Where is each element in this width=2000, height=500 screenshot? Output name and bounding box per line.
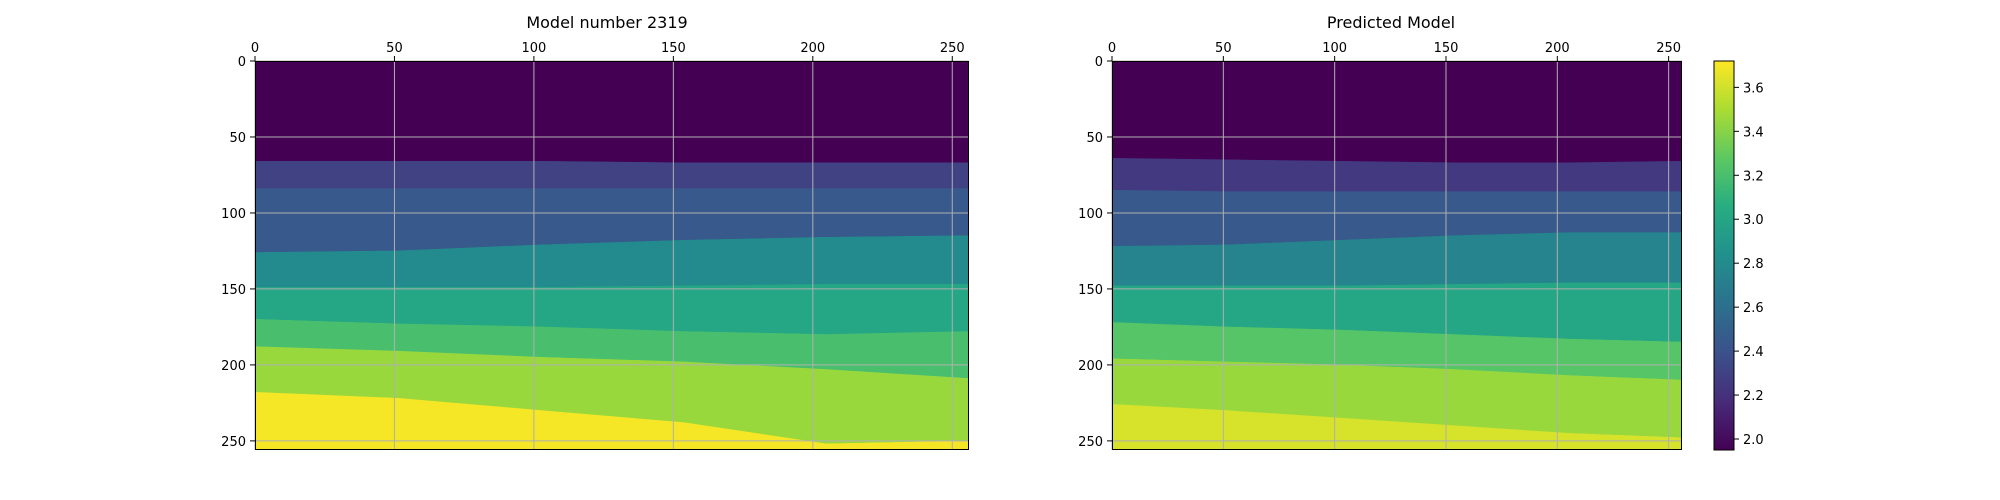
layer-0 [255, 61, 969, 164]
x-tick-label: 0 [1108, 41, 1116, 56]
left-panel-title: Model number 2319 [526, 13, 687, 32]
colorbar-ticks: 2.0 2.2 2.4 2.6 2.8 3.0 3.2 3.4 3.6 [1734, 81, 1764, 448]
y-tick-label: 200 [221, 359, 246, 374]
x-tick-label: 200 [800, 41, 825, 56]
y-tick-label: 150 [221, 283, 246, 298]
y-tick-label: 0 [238, 55, 246, 70]
x-tick-label: 150 [1434, 41, 1459, 56]
colorbar-tick-label: 3.6 [1743, 81, 1764, 96]
y-tick-label: 0 [1095, 55, 1103, 70]
y-tick-label: 50 [1086, 131, 1103, 146]
colorbar-tick-label: 2.4 [1743, 345, 1764, 360]
colorbar-tick-label: 3.0 [1743, 213, 1764, 228]
x-tick-label: 250 [940, 41, 965, 56]
x-tick-label: 100 [1322, 41, 1347, 56]
x-tick-label: 250 [1656, 41, 1681, 56]
colorbar-tick-label: 2.6 [1743, 301, 1764, 316]
right-panel-title: Predicted Model [1327, 13, 1455, 32]
layer-7 [1112, 404, 1682, 450]
colorbar-tick-label: 2.2 [1743, 389, 1764, 404]
right-heatmap [1112, 61, 1682, 450]
x-tick-label: 100 [521, 41, 546, 56]
colorbar-tick-label: 3.4 [1743, 125, 1764, 140]
x-tick-label: 50 [1215, 41, 1232, 56]
x-tick-label: 150 [661, 41, 686, 56]
x-tick-label: 50 [386, 41, 403, 56]
y-tick-label: 50 [229, 131, 246, 146]
layer-7 [255, 391, 969, 450]
colorbar-gradient [1713, 60, 1735, 451]
layer-0 [1112, 61, 1682, 164]
y-tick-label: 100 [1078, 207, 1103, 222]
y-tick-label: 250 [221, 435, 246, 450]
x-tick-label: 200 [1545, 41, 1570, 56]
layer-1 [255, 161, 969, 189]
left-axes-frame [255, 61, 969, 450]
right-axes-frame [1112, 61, 1682, 450]
y-tick-label: 250 [1078, 435, 1103, 450]
colorbar: 2.0 2.2 2.4 2.6 2.8 3.0 3.2 3.4 3.6 [1713, 60, 1764, 451]
colorbar-tick-label: 2.0 [1743, 433, 1764, 448]
x-tick-label: 0 [251, 41, 259, 56]
left-panel-true-model: Model number 2319 0 50 100 150 200 250 0 50 100 1… [221, 13, 969, 450]
right-ticks: 0 50 100 150 200 250 0 50 100 150 200 250 [1078, 41, 1681, 450]
layer-1 [1112, 157, 1682, 192]
left-ticks: 0 50 100 150 200 250 0 50 100 150 200 250 [221, 41, 965, 450]
colorbar-tick-label: 2.8 [1743, 257, 1764, 272]
left-heatmap [255, 61, 969, 450]
y-tick-label: 150 [1078, 283, 1103, 298]
y-tick-label: 100 [221, 207, 246, 222]
colorbar-tick-label: 3.2 [1743, 169, 1764, 184]
y-tick-label: 200 [1078, 359, 1103, 374]
right-panel-predicted-model: Predicted Model 0 50 100 150 200 250 0 50 100 150… [1078, 13, 1682, 450]
